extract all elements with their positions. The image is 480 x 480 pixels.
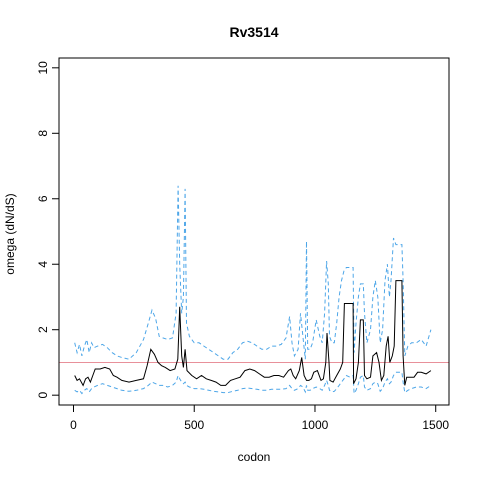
- chart-title: Rv3514: [229, 24, 278, 40]
- y-tick-label: 6: [36, 195, 50, 202]
- y-tick-label: 4: [36, 261, 50, 268]
- x-tick-label: 500: [184, 418, 204, 432]
- lower-bound-line: [74, 371, 432, 396]
- x-axis-title: codon: [238, 450, 271, 464]
- y-tick-label: 10: [36, 61, 50, 75]
- y-tick-label: 2: [36, 326, 50, 333]
- estimate-line: [74, 280, 432, 387]
- y-axis: 0 2 4 6 8 10: [36, 61, 59, 399]
- y-tick-label: 0: [36, 392, 50, 399]
- x-tick-label: 1000: [302, 418, 329, 432]
- plot-frame: [58, 57, 450, 406]
- y-tick-label: 8: [36, 130, 50, 137]
- x-tick-label: 0: [70, 418, 77, 432]
- x-tick-label: 1500: [422, 418, 449, 432]
- y-axis-title: omega (dN/dS): [3, 193, 17, 274]
- x-axis: 0 500 1000 1500: [70, 404, 449, 432]
- plot-area: [59, 185, 449, 396]
- upper-bound-line: [74, 185, 432, 360]
